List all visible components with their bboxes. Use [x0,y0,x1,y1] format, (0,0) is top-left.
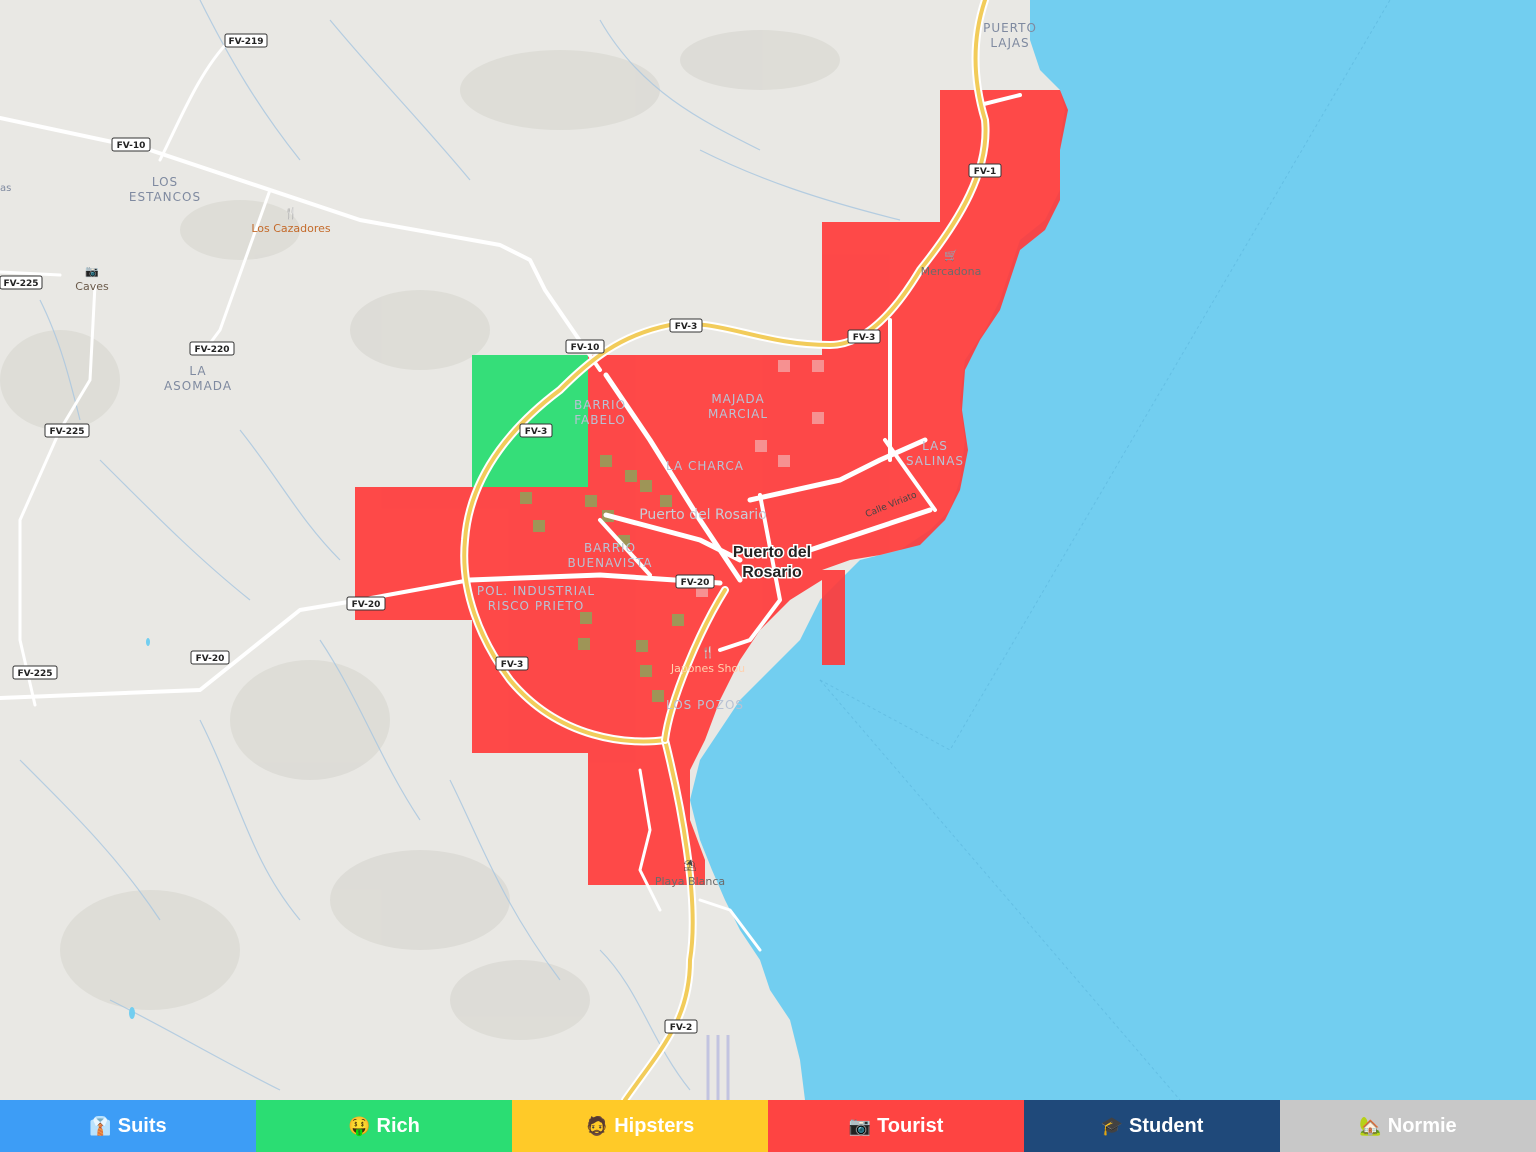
shield-fv225-c: FV-225 [12,665,58,680]
pond [146,638,150,646]
city-label-1: Puerto del [733,544,811,561]
bearded-face-icon: 🧔 [585,1115,609,1136]
place-barrio-buenavista-1: BARRIO [584,541,636,555]
place-puerto-lajas-2: LAJAS [990,36,1029,50]
sea-route [819,0,1391,751]
shield-fv220: FV-220 [189,341,235,356]
place-barrio-fabelo-1: BARRIO [574,398,626,412]
place-majada-marcial-1: MAJADA [711,392,764,406]
place-pol-industrial-2: RISCO PRIETO [488,599,585,613]
legend-label-hipsters: Hipsters [614,1114,695,1137]
pond [129,1007,135,1019]
shield-fv1: FV-1 [968,163,1002,178]
legend-label-normie: Normie [1387,1114,1457,1137]
poi-caves: Caves [75,280,109,293]
shield-fv3-d: FV-3 [495,656,529,671]
runway [706,1035,730,1100]
place-pol-industrial-1: POL. INDUSTRIAL [477,584,595,598]
camera-icon: 📷 [848,1115,872,1136]
poi-japones-shou: Japones Shou [670,662,745,675]
shield-fv225-b: FV-225 [44,423,90,438]
map-canvas[interactable]: LOS ESTANCOS LA ASOMADA PUERTO LAJAS BAR… [0,0,1536,1100]
svg-text:FV-225: FV-225 [4,279,39,289]
legend-normie[interactable]: 🏡 Normie [1280,1100,1536,1152]
shield-fv219: FV-219 [224,33,268,48]
overlay-light-cells [696,360,824,597]
svg-text:FV-2: FV-2 [670,1023,692,1033]
shield-fv225-a: FV-225 [0,275,43,290]
road-shields: FV-219 FV-10 FV-10 FV-225 FV-225 FV-225 … [0,33,1002,1034]
legend-bar: 👔 Suits 🤑 Rich 🧔 Hipsters 📷 Tourist 🎓 Student… [0,1100,1536,1152]
svg-text:FV-20: FV-20 [681,578,710,588]
shield-fv10-a: FV-10 [111,137,151,152]
highways [460,0,990,1100]
place-la-charca: LA CHARCA [666,459,744,473]
restaurant-icon: 🍴 [284,207,298,220]
svg-text:FV-219: FV-219 [229,37,264,47]
svg-text:FV-1: FV-1 [974,167,996,177]
svg-text:FV-3: FV-3 [501,660,523,670]
city-label-2: Rosario [742,564,802,581]
place-la-asomada-2: ASOMADA [164,379,232,393]
poi-los-cazadores: Los Cazadores [251,222,331,235]
suit-icon: 👔 [89,1115,112,1136]
legend-label-suits: Suits [117,1114,167,1137]
svg-text:FV-3: FV-3 [853,333,875,343]
place-partial-left: as [0,183,11,194]
shield-fv20-b: FV-20 [190,650,230,665]
terrain-shading [0,30,840,1040]
place-los-pozos: LOS POZOS [666,698,744,712]
svg-text:FV-20: FV-20 [352,600,381,610]
place-barrio-fabelo-2: FABELO [574,413,626,427]
overlay-mixed-cells [520,455,684,702]
pois: 🍴 Los Cazadores 📷 Caves 🛒 Mercadona 🍴 Ja… [75,207,981,888]
legend-student[interactable]: 🎓 Student [1024,1100,1280,1152]
svg-text:FV-10: FV-10 [117,141,146,151]
legend-suits[interactable]: 👔 Suits [0,1100,256,1152]
legend-rich[interactable]: 🤑 Rich [256,1100,512,1152]
svg-text:FV-10: FV-10 [571,343,600,353]
place-puerto-del-rosario-area: Puerto del Rosario [639,507,767,523]
svg-text:FV-225: FV-225 [50,427,85,437]
svg-text:FV-3: FV-3 [525,427,547,437]
shopping-cart-icon: 🛒 [944,249,958,262]
shield-fv3-a: FV-3 [669,318,703,333]
legend-tourist[interactable]: 📷 Tourist [768,1100,1024,1152]
svg-text:FV-220: FV-220 [195,345,230,355]
money-face-icon: 🤑 [348,1115,371,1136]
svg-text:FV-3: FV-3 [675,322,697,332]
legend-label-student: Student [1128,1114,1204,1137]
place-barrio-buenavista-2: BUENAVISTA [568,556,653,570]
place-majada-marcial-2: MARCIAL [708,407,768,421]
place-las-salinas-2: SALINAS [906,454,964,468]
place-los-estancos-2: ESTANCOS [129,190,201,204]
legend-label-tourist: Tourist [877,1114,944,1137]
house-icon: 🏡 [1359,1115,1382,1136]
camera-icon: 📷 [85,265,99,278]
place-los-estancos-1: LOS [152,175,178,189]
sea [690,0,1536,1100]
graduation-cap-icon: 🎓 [1100,1115,1123,1136]
svg-text:FV-20: FV-20 [196,654,225,664]
shield-fv10-b: FV-10 [565,339,605,354]
shield-fv20-a: FV-20 [346,596,386,611]
svg-text:FV-225: FV-225 [18,669,53,679]
place-las-salinas-1: LAS [922,439,948,453]
beach-icon: ⛱ [683,859,697,872]
shield-fv2: FV-2 [664,1019,698,1034]
shield-fv3-c: FV-3 [519,423,553,438]
streams [19,0,901,1091]
restaurant-icon: 🍴 [701,646,715,659]
shield-fv3-b: FV-3 [847,329,881,344]
place-la-asomada-1: LA [189,364,206,378]
poi-mercadona: Mercadona [921,265,982,278]
sea-route-2 [819,679,1181,1100]
legend-hipsters[interactable]: 🧔 Hipsters [512,1100,768,1152]
shield-fv20-c: FV-20 [675,574,715,589]
place-puerto-lajas-1: PUERTO [983,21,1037,35]
poi-playa-blanca: Playa Blanca [655,875,725,888]
legend-label-rich: Rich [376,1114,420,1137]
